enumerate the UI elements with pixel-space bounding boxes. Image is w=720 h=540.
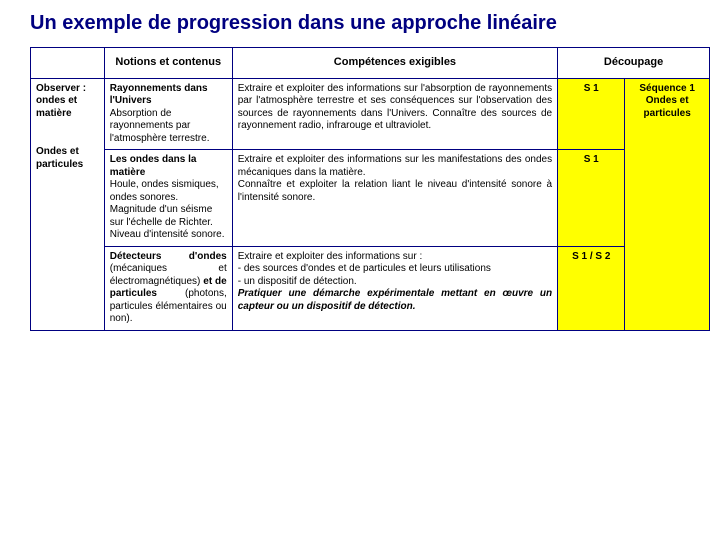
row-header-line1: Observer : [36,83,86,94]
row-header-theme: Observer : ondes et matière Ondes et par… [31,78,105,330]
notions-cell: Détecteurs d'ondes (mécaniques et électr… [104,246,232,330]
row-header-line3: Ondes et particules [36,146,83,170]
decoupage-cell: S 1 [558,78,625,150]
table-header-row: Notions et contenus Compétences exigible… [31,48,710,79]
header-decoupage: Découpage [558,48,710,79]
header-blank [31,48,105,79]
table-row: Détecteurs d'ondes (mécaniques et électr… [31,246,710,330]
competences-italic: Pratiquer une démarche expérimentale met… [238,288,552,312]
sequence-cell: Séquence 1 Ondes et particules [625,78,710,330]
competences-cell: Extraire et exploiter des informations s… [232,150,557,247]
decoupage-cell: S 1 / S 2 [558,246,625,330]
notions-cell: Les ondes dans la matière Houle, ondes s… [104,150,232,247]
row-header-line2: ondes et matière [36,95,77,119]
notions-cell: Rayonnements dans l'Univers Absorption d… [104,78,232,150]
competences-text: Extraire et exploiter des informations s… [238,154,552,203]
table-row: Les ondes dans la matière Houle, ondes s… [31,150,710,247]
competences-cell: Extraire et exploiter des informations s… [232,246,557,330]
competences-cell: Extraire et exploiter des informations s… [232,78,557,150]
progression-table: Notions et contenus Compétences exigible… [30,47,710,331]
header-competences: Compétences exigibles [232,48,557,79]
sequence-line2: Ondes et particules [644,95,691,119]
page-title: Un exemple de progression dans une appro… [12,8,708,47]
header-notions: Notions et contenus [104,48,232,79]
notions-html: Détecteurs d'ondes (mécaniques et électr… [110,251,227,325]
notions-title: Rayonnements dans l'Univers [110,83,208,107]
competences-text: Extraire et exploiter des informations s… [238,251,491,287]
notions-body: Houle, ondes sismiques, ondes sonores. M… [110,179,225,240]
sequence-line1: Séquence 1 [639,83,695,94]
notions-title: Les ondes dans la matière [110,154,197,178]
table-row: Observer : ondes et matière Ondes et par… [31,78,710,150]
competences-text: Extraire et exploiter des informations s… [238,83,552,132]
decoupage-cell: S 1 [558,150,625,247]
notions-body: Absorption de rayonnements par l'atmosph… [110,108,210,144]
